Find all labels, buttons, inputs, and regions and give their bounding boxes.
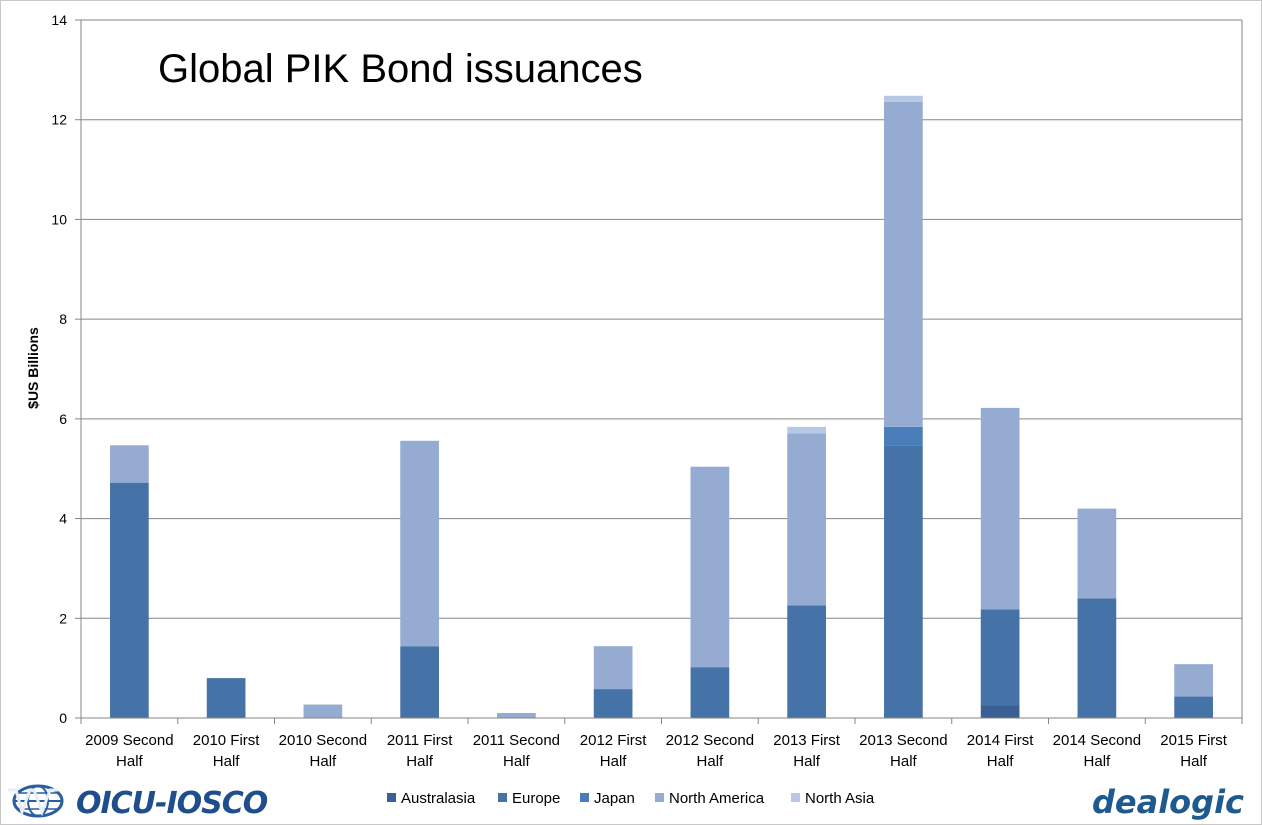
axes — [75, 19, 1243, 724]
bar-segment — [1077, 508, 1117, 599]
x-tick-labels: 2009 Second Half 2010 First Half 2010 Second… — [85, 732, 1228, 770]
x-tick-label: 2010 Second — [279, 732, 367, 749]
x-tick-label: Half — [697, 753, 725, 770]
y-tick-label: 0 — [59, 710, 67, 726]
x-tick-label: Half — [1180, 753, 1208, 770]
x-tick-label: Half — [1084, 753, 1112, 770]
x-tick-label: 2012 First — [580, 732, 648, 749]
legend-swatch — [655, 793, 664, 802]
x-tick-label: 2015 First — [1160, 732, 1228, 749]
bar-segment — [593, 646, 633, 690]
gridlines — [81, 19, 1242, 619]
x-tick-label: 2011 Second — [473, 732, 560, 749]
bar-segment — [787, 433, 826, 606]
bar-segment — [303, 704, 343, 718]
globe-icon — [8, 784, 64, 818]
bar-segment — [206, 678, 246, 718]
bar-segment — [787, 605, 826, 718]
bar-segment — [400, 646, 439, 718]
x-tick-label: 2013 First — [773, 732, 841, 749]
x-tick-label: Half — [406, 753, 434, 770]
bar-segment — [884, 426, 923, 446]
x-tick-label: Half — [600, 753, 628, 770]
y-tick-labels: 0 2 4 6 8 10 12 14 — [51, 12, 67, 726]
y-tick-label: 12 — [51, 112, 67, 128]
y-tick-label: 10 — [51, 211, 67, 227]
legend-label: Australasia — [401, 790, 476, 807]
legend-swatch — [580, 793, 589, 802]
dealogic-logo: dealogic — [1092, 783, 1244, 821]
y-tick-label: 8 — [59, 311, 67, 327]
bar-segment — [690, 466, 730, 668]
bar-segment — [593, 689, 633, 718]
bar-segment — [1174, 696, 1213, 718]
x-tick-label: 2014 First — [967, 732, 1035, 749]
legend-label: North America — [669, 790, 765, 807]
bar-segment — [980, 407, 1020, 610]
bar-segment — [884, 95, 923, 102]
bar-segment — [884, 445, 923, 718]
chart-title: Global PIK Bond issuances — [158, 47, 643, 91]
y-tick-label: 2 — [59, 610, 67, 626]
bar-segment — [110, 445, 149, 483]
bars — [110, 95, 1213, 718]
legend-swatch — [791, 793, 800, 802]
x-tick-label: Half — [793, 753, 821, 770]
y-axis-label: $US Billions — [25, 327, 41, 409]
x-tick-label: Half — [310, 753, 338, 770]
legend-swatch — [387, 793, 396, 802]
y-tick-label: 4 — [59, 511, 67, 527]
x-tick-label: 2010 First — [193, 732, 261, 749]
legend-label: Europe — [512, 790, 560, 807]
iosco-logo: OICU-IOSCO — [8, 784, 269, 821]
x-tick-label: 2011 First — [387, 732, 453, 749]
x-tick-label: Half — [503, 753, 531, 770]
bar-segment — [690, 667, 730, 718]
x-tick-label: 2009 Second — [85, 732, 173, 749]
legend-swatch — [498, 793, 507, 802]
x-tick-label: 2013 Second — [859, 732, 947, 749]
bar-segment — [1174, 664, 1213, 697]
bar-segment — [400, 440, 439, 647]
legend-label: North Asia — [805, 790, 875, 807]
x-tick-label: Half — [213, 753, 241, 770]
legend-label: Japan — [594, 790, 635, 807]
iosco-logo-text: OICU-IOSCO — [76, 786, 268, 821]
x-tick-label: 2014 Second — [1053, 732, 1141, 749]
bar-segment — [980, 705, 1020, 718]
bar-segment — [110, 482, 149, 718]
legend: Australasia Europe Japan North America North… — [387, 790, 875, 807]
bar-segment — [787, 426, 826, 434]
bar-segment — [884, 101, 923, 427]
x-tick-label: Half — [987, 753, 1015, 770]
y-tick-label: 6 — [59, 411, 67, 427]
x-tick-label: 2012 Second — [666, 732, 754, 749]
bar-segment — [1077, 598, 1117, 718]
x-tick-label: Half — [890, 753, 918, 770]
bar-segment — [497, 713, 536, 718]
y-tick-label: 14 — [51, 12, 67, 28]
bar-segment — [980, 609, 1020, 706]
x-tick-label: Half — [116, 753, 144, 770]
